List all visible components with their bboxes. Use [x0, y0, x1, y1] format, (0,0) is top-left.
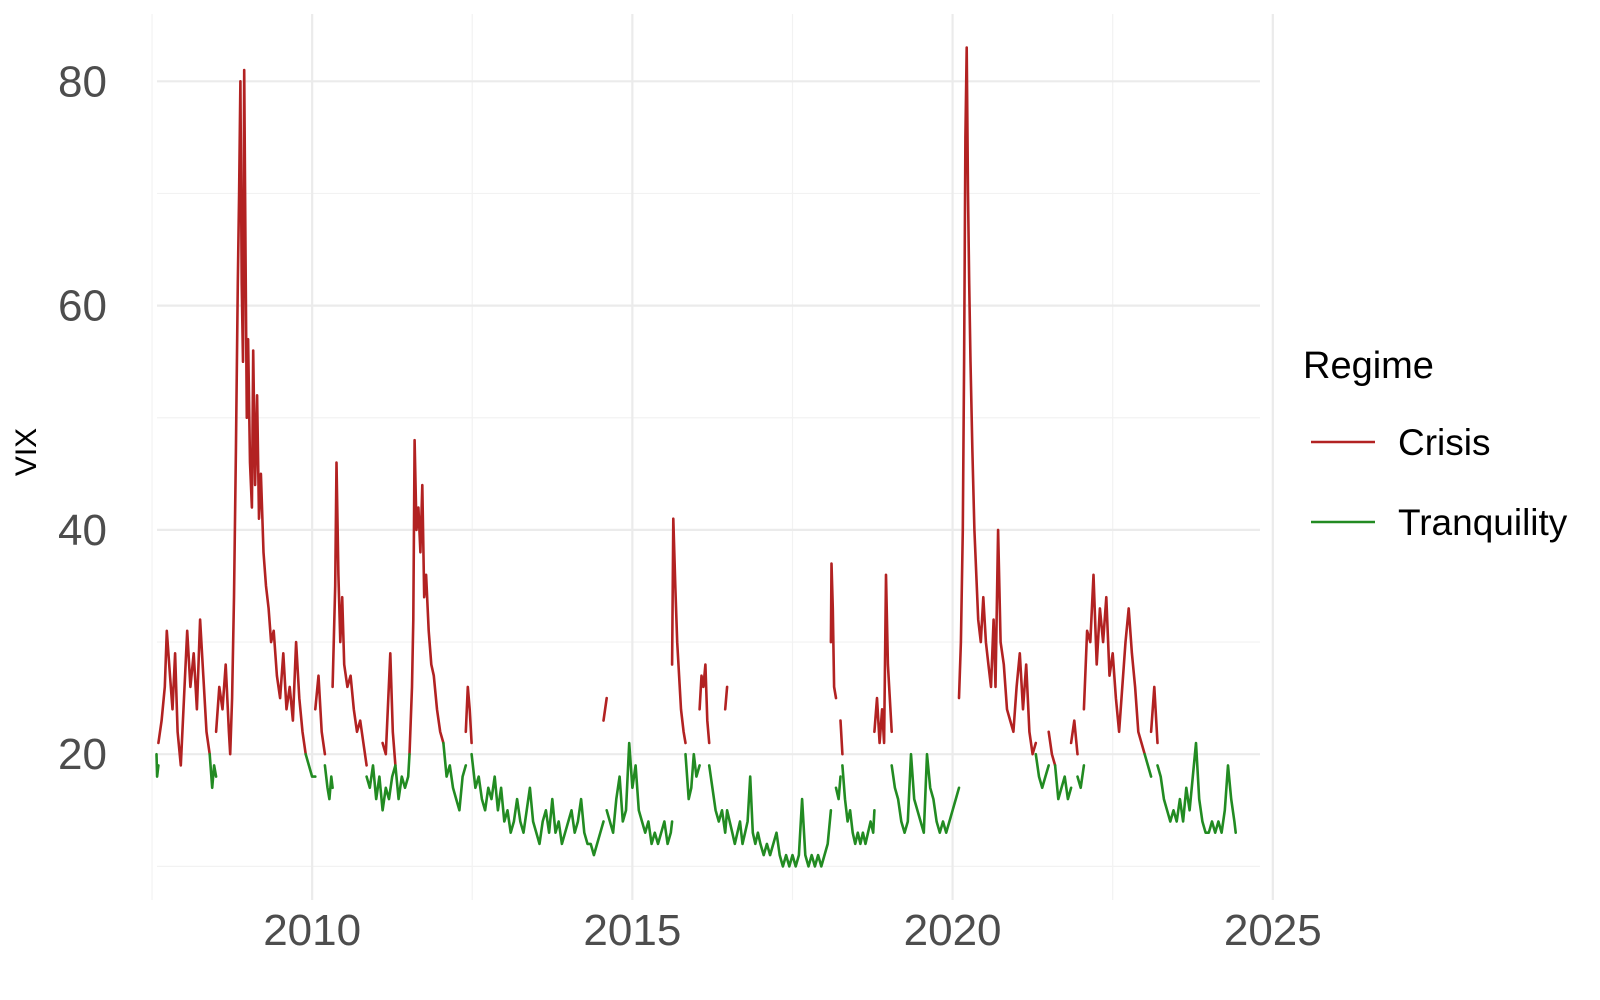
legend-label-crisis: Crisis: [1398, 422, 1490, 463]
series-line-tranquility: [1143, 752, 1153, 778]
grid-major-horizontal: [157, 80, 1260, 756]
series-line-crisis: [1047, 730, 1057, 767]
series-line-tranquility: [890, 752, 961, 835]
series-line-crisis: [1149, 685, 1159, 745]
x-tick-label: 2020: [904, 906, 1002, 955]
y-tick-label: 60: [58, 282, 107, 331]
series-line-crisis: [408, 438, 445, 756]
series-line-crisis: [157, 618, 211, 767]
y-tick-label: 20: [58, 730, 107, 779]
series-line-crisis: [873, 573, 894, 745]
legend: Regime Crisis Tranquility: [1303, 345, 1568, 543]
y-axis-tick-labels: 20 40 60 80: [58, 57, 107, 779]
y-axis-title: VIX: [10, 428, 43, 476]
x-tick-label: 2025: [1224, 906, 1322, 955]
series-line-crisis: [829, 562, 838, 700]
series-line-crisis: [602, 696, 609, 722]
series-line-crisis: [1069, 719, 1079, 756]
x-tick-label: 2015: [583, 906, 681, 955]
series-crisis: [157, 46, 1159, 767]
series-line-tranquility: [1076, 764, 1086, 790]
series-line-tranquility: [834, 775, 842, 801]
series-line-crisis: [331, 461, 368, 767]
series-line-tranquility: [365, 752, 411, 812]
series-line-tranquility: [323, 764, 334, 801]
series-line-tranquility: [304, 752, 317, 778]
series-line-tranquility: [841, 764, 876, 846]
series-line-tranquility: [1034, 752, 1050, 790]
series-line-tranquility: [684, 752, 701, 801]
series-line-crisis: [723, 685, 729, 711]
y-tick-label: 40: [58, 506, 107, 555]
series-line-tranquility: [707, 764, 833, 868]
series-line-crisis: [464, 685, 473, 745]
series-line-crisis: [670, 517, 687, 745]
series-line-crisis: [1082, 573, 1146, 756]
legend-label-tranquility: Tranquility: [1398, 502, 1568, 543]
series-line-tranquility: [208, 752, 218, 790]
y-tick-label: 80: [58, 57, 107, 106]
x-axis-tick-labels: 2010 2015 2020 2025: [263, 906, 1322, 955]
plot-series-layer: [155, 46, 1237, 868]
series-line-tranquility: [605, 741, 674, 846]
series-line-crisis: [957, 46, 1038, 756]
grid-minor-vertical: [151, 14, 1114, 900]
series-line-tranquility: [470, 752, 605, 857]
grid-major-vertical: [311, 14, 1274, 900]
series-line-crisis: [839, 719, 844, 756]
series-line-tranquility: [442, 741, 468, 812]
series-line-crisis: [698, 663, 711, 745]
legend-title: Regime: [1303, 345, 1434, 387]
x-tick-label: 2010: [263, 906, 361, 955]
series-line-crisis: [313, 674, 327, 756]
series-line-crisis: [381, 651, 397, 767]
series-tranquility: [155, 741, 1237, 868]
series-line-tranquility: [1156, 741, 1237, 835]
series-line-tranquility: [1053, 764, 1073, 801]
series-line-tranquility: [155, 752, 160, 778]
legend-items: Crisis Tranquility: [1311, 422, 1568, 543]
series-line-crisis: [214, 68, 308, 756]
